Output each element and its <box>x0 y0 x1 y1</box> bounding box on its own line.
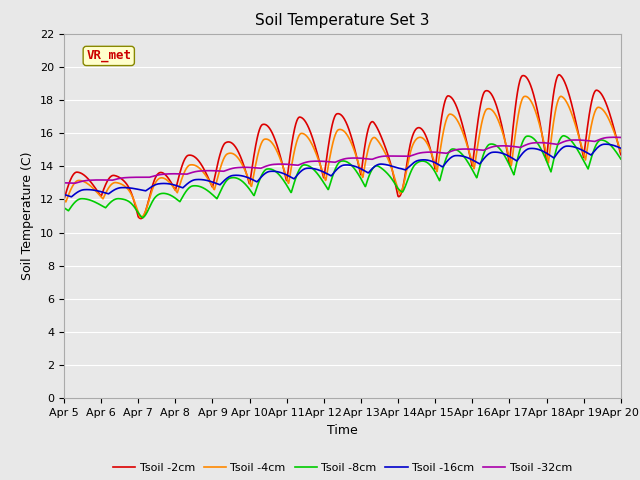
Tsoil -8cm <box>297 165 305 170</box>
Tsoil -32cm <box>308 158 316 164</box>
Tsoil -2cm <box>137 216 145 221</box>
Tsoil -16cm <box>126 185 134 191</box>
Line: Tsoil -2cm: Tsoil -2cm <box>64 75 621 218</box>
Tsoil -8cm <box>308 165 316 171</box>
Tsoil -4cm <box>126 189 134 194</box>
Tsoil -4cm <box>617 149 625 155</box>
Tsoil -32cm <box>318 158 326 164</box>
Tsoil -8cm <box>103 203 111 209</box>
Tsoil -2cm <box>318 169 326 175</box>
Tsoil -4cm <box>297 131 305 136</box>
Tsoil -2cm <box>556 72 563 78</box>
Tsoil -4cm <box>103 188 111 193</box>
Tsoil -2cm <box>308 134 316 140</box>
Tsoil -32cm <box>104 177 111 183</box>
Tsoil -2cm <box>297 114 305 120</box>
Line: Tsoil -4cm: Tsoil -4cm <box>64 96 621 217</box>
Legend: Tsoil -2cm, Tsoil -4cm, Tsoil -8cm, Tsoil -16cm, Tsoil -32cm: Tsoil -2cm, Tsoil -4cm, Tsoil -8cm, Tsoi… <box>108 459 577 478</box>
Tsoil -16cm <box>308 166 316 171</box>
Y-axis label: Soil Temperature (C): Soil Temperature (C) <box>22 152 35 280</box>
Tsoil -2cm <box>378 134 385 140</box>
Tsoil -32cm <box>297 161 305 167</box>
Tsoil -16cm <box>297 168 305 174</box>
X-axis label: Time: Time <box>327 424 358 437</box>
Tsoil -8cm <box>139 215 147 221</box>
Tsoil -8cm <box>318 178 326 183</box>
Title: Soil Temperature Set 3: Soil Temperature Set 3 <box>255 13 429 28</box>
Tsoil -32cm <box>617 134 625 140</box>
Tsoil -8cm <box>560 133 568 139</box>
Line: Tsoil -32cm: Tsoil -32cm <box>64 137 621 183</box>
Tsoil -4cm <box>318 168 326 173</box>
Tsoil -16cm <box>617 145 625 151</box>
Tsoil -16cm <box>60 192 68 197</box>
Text: VR_met: VR_met <box>86 49 131 62</box>
Tsoil -4cm <box>557 94 565 99</box>
Line: Tsoil -8cm: Tsoil -8cm <box>64 136 621 218</box>
Tsoil -8cm <box>60 205 68 211</box>
Tsoil -32cm <box>611 134 618 140</box>
Tsoil -16cm <box>68 194 76 200</box>
Tsoil -2cm <box>617 152 625 157</box>
Tsoil -8cm <box>617 156 625 162</box>
Tsoil -16cm <box>318 168 326 174</box>
Tsoil -32cm <box>378 154 385 159</box>
Tsoil -16cm <box>104 191 111 196</box>
Tsoil -4cm <box>378 143 385 149</box>
Tsoil -32cm <box>126 175 134 180</box>
Tsoil -4cm <box>308 142 316 147</box>
Line: Tsoil -16cm: Tsoil -16cm <box>64 144 621 197</box>
Tsoil -2cm <box>126 186 134 192</box>
Tsoil -32cm <box>60 180 68 186</box>
Tsoil -8cm <box>378 165 385 171</box>
Tsoil -4cm <box>137 215 145 220</box>
Tsoil -8cm <box>126 199 134 205</box>
Tsoil -2cm <box>103 179 111 184</box>
Tsoil -16cm <box>378 161 385 167</box>
Tsoil -4cm <box>60 196 68 202</box>
Tsoil -16cm <box>602 141 609 147</box>
Tsoil -2cm <box>60 196 68 202</box>
Tsoil -32cm <box>71 180 79 186</box>
